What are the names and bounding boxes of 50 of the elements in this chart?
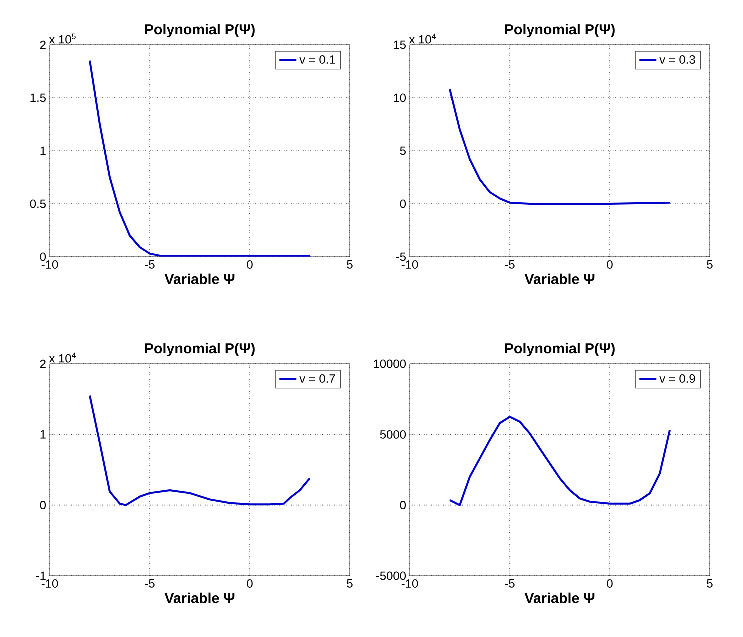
y-tick-label: 5 [400,146,406,156]
legend-label: v = 0.7 [300,374,336,384]
x-tick-label: -10 [42,580,58,588]
x-tick-label: 5 [347,260,353,269]
x-axis-title: Variable Ψ [524,592,595,604]
y-tick-label: -1 [36,572,46,580]
x-tick-label: 0 [607,580,613,588]
x-tick-label: -5 [145,580,155,588]
x-tick-label: -5 [505,260,515,269]
chart-title: Polynomial P(Ψ) [505,24,615,38]
x-tick-label: 5 [347,580,353,588]
x-tick-label: -10 [402,580,418,588]
y-tick-label: 0 [400,501,406,510]
x-axis-title: Variable Ψ [164,274,235,284]
x-tick-label: 5 [707,260,713,269]
line-series [89,394,312,506]
chart-title: Polynomial P(Ψ) [145,343,255,357]
y-tick-label: 0 [400,200,406,208]
y-tick-label: 0 [40,252,46,262]
x-tick-label: -5 [505,580,515,588]
x-tick-label: -10 [402,260,418,269]
x-axis-title: Variable Ψ [164,592,235,604]
legend-label: v = 0.1 [300,56,336,64]
y-tick-label: 1.5 [30,94,46,102]
x-tick-label: -5 [145,260,155,269]
x-tick-label: 0 [247,580,253,588]
x-tick-label: -10 [42,260,58,269]
x-axis-title: Variable Ψ [524,274,595,284]
chart-title: Polynomial P(Ψ) [505,343,615,357]
y-tick-label: -5000 [376,572,406,580]
y-tick-label: 0 [40,501,46,510]
y-tick-label: 1 [40,430,46,439]
y-tick-label: 2 [40,360,46,368]
y-tick-label: 10 [394,94,406,102]
x-tick-label: 0 [247,260,253,269]
y-tick-label: 5000 [380,430,406,439]
x-tick-label: 5 [707,580,713,588]
text: x 10$^{4}$ [409,34,436,44]
x-tick-label: 0 [607,260,613,269]
legend-label: v = 0.3 [660,56,696,64]
y-tick-label: 10000 [374,360,406,368]
y-tick-label: 1 [40,146,46,156]
text: x 10$^{5}$ [49,34,76,44]
chart-title: Polynomial P(Ψ) [145,24,255,38]
y-tick-label: -5 [396,252,406,262]
y-tick-label: 2 [40,40,46,50]
text: x 10$^{4}$ [49,352,76,363]
y-tick-label: 15 [394,40,406,50]
y-tick-label: 0.5 [30,200,46,208]
legend-label: v = 0.9 [660,374,696,383]
